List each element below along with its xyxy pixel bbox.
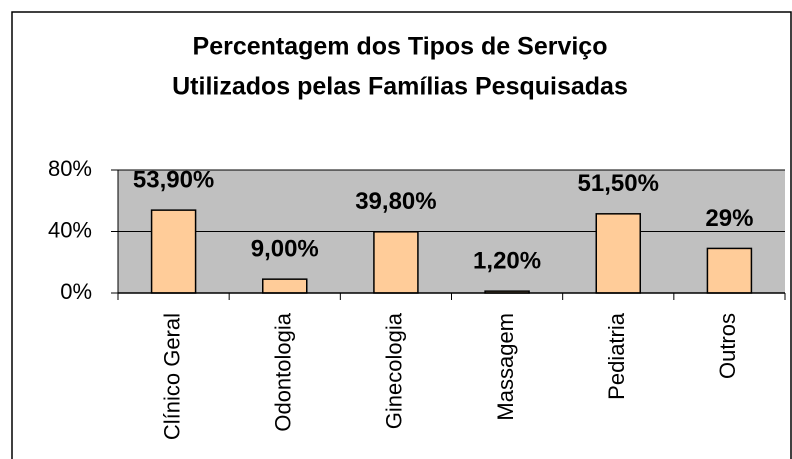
bar — [706, 247, 753, 294]
x-tick-label: Ginecologia — [382, 312, 407, 429]
x-tick-label: Outros — [715, 313, 740, 379]
x-tick-label: Clínico Geral — [159, 313, 184, 440]
bar — [262, 278, 308, 294]
bar — [373, 231, 419, 294]
data-label: 1,20% — [473, 247, 541, 274]
x-tick-label: Massagem — [493, 313, 518, 421]
data-label: 9,00% — [251, 236, 319, 263]
y-tick-label: 40% — [48, 217, 92, 242]
y-tick-label: 0% — [60, 279, 92, 304]
chart-title: Utilizados pelas Famílias Pesquisadas — [172, 73, 628, 101]
y-tick-label: 80% — [48, 156, 92, 181]
data-label: 51,50% — [578, 170, 659, 197]
x-tick-label: Odontologia — [271, 312, 296, 431]
bar — [150, 209, 197, 294]
chart-title: Percentagem dos Tipos de Serviço — [193, 33, 608, 61]
bar — [595, 213, 641, 294]
data-label: 29% — [705, 205, 753, 232]
data-label: 53,90% — [133, 166, 214, 193]
data-label: 39,80% — [355, 188, 436, 215]
x-tick-label: Pediatria — [604, 312, 629, 400]
